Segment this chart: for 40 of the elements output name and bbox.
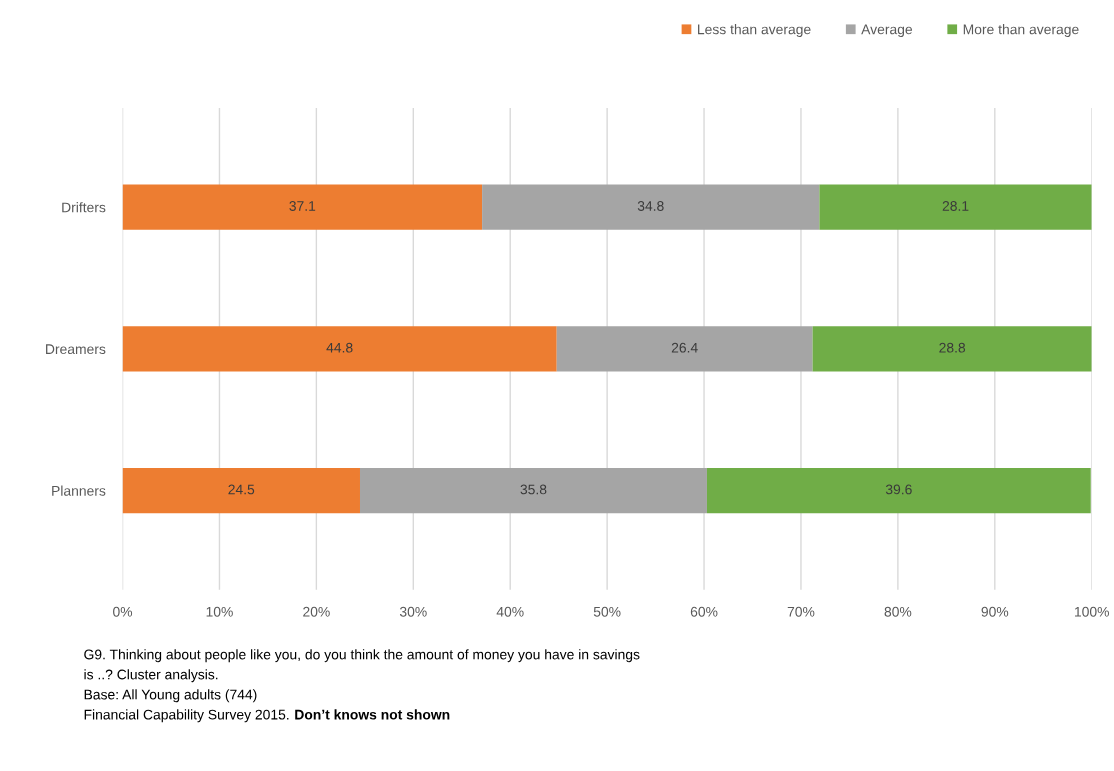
x-tick-label: 40%	[496, 606, 524, 617]
bar	[122, 326, 557, 372]
data-label: 44.8	[326, 342, 353, 353]
y-tick-label: Drifters	[62, 202, 106, 213]
text: Don’t knows not shown	[295, 709, 450, 720]
x-tick-label: 80%	[884, 606, 912, 617]
bar	[706, 467, 1091, 514]
data-label: 26.4	[671, 342, 698, 353]
text: is ..? Cluster analysis.	[84, 669, 218, 683]
legend-label: Less than average	[698, 24, 811, 38]
bar	[556, 326, 813, 372]
data-label: 35.8	[520, 484, 547, 495]
bar	[482, 184, 820, 230]
bar	[122, 184, 483, 230]
x-tick-label: 30%	[399, 606, 427, 617]
x-tick-label: 70%	[787, 606, 815, 617]
text: Base: All Young adults (744)	[84, 689, 257, 703]
y-tick-label: Planners	[52, 485, 106, 496]
data-label: 24.5	[228, 484, 255, 495]
x-tick-label: 0%	[113, 606, 133, 617]
text: G9. Thinking about people like you, do you think the amount of money you have in savings	[84, 649, 640, 663]
bar	[812, 326, 1092, 372]
data-label: 28.1	[942, 201, 969, 211]
data-label: 37.1	[289, 201, 316, 211]
legend-label: Average	[861, 24, 913, 38]
bar	[359, 467, 707, 514]
x-tick-label: 60%	[690, 606, 718, 617]
x-tick-label: 100%	[1075, 606, 1109, 617]
text: Financial Capability Survey 2015.	[84, 709, 289, 723]
bar	[122, 467, 360, 514]
data-label: 39.6	[885, 484, 912, 495]
data-label: 28.8	[939, 342, 966, 353]
y-tick-label: Dreamers	[46, 344, 106, 355]
x-tick-label: 90%	[981, 606, 1009, 617]
legend-label: More than average	[963, 24, 1079, 38]
bar	[819, 184, 1092, 230]
x-tick-label: 50%	[593, 606, 621, 617]
x-tick-label: 20%	[303, 606, 330, 617]
data-label: 34.8	[637, 201, 664, 211]
x-tick-label: 10%	[206, 606, 233, 617]
